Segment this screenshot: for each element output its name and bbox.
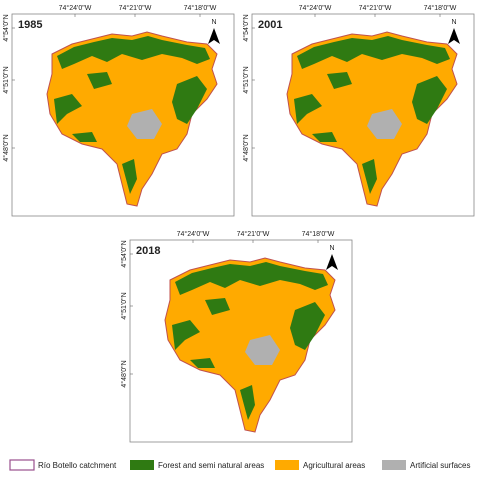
- latitude-label: 4°48'0"N: [242, 134, 250, 161]
- legend-label: Río Botello catchment: [38, 461, 117, 470]
- north-label: N: [329, 245, 334, 252]
- latitude-label: 4°51'0"N: [120, 292, 128, 319]
- panels: 1985 74°24'0"W 74°21'0"W 74°18'0"W 4°54'0"N 4…: [2, 4, 475, 443]
- legend-swatch: [275, 460, 299, 470]
- map-panel: 1985 74°24'0"W 74°21'0"W 74°18'0"W 4°54'0"N 4…: [2, 4, 235, 217]
- longitude-label: 74°18'0"W: [184, 4, 217, 12]
- longitude-label: 74°21'0"W: [237, 230, 270, 238]
- north-label: N: [211, 19, 216, 26]
- latitude-label: 4°48'0"N: [2, 134, 10, 161]
- longitude-label: 74°18'0"W: [424, 4, 457, 12]
- latitude-label: 4°54'0"N: [120, 240, 128, 267]
- north-arrow: [326, 254, 338, 270]
- longitude-label: 74°24'0"W: [59, 4, 92, 12]
- year-label: 2001: [258, 19, 282, 31]
- latitude-label: 4°51'0"N: [2, 66, 10, 93]
- longitude-label: 74°24'0"W: [299, 4, 332, 12]
- legend-label: Forest and semi natural areas: [158, 461, 264, 470]
- map-panel: 2018 74°24'0"W 74°21'0"W 74°18'0"W 4°54'0"N 4…: [120, 230, 353, 443]
- latitude-label: 4°48'0"N: [120, 360, 128, 387]
- latitude-label: 4°51'0"N: [242, 66, 250, 93]
- map-panel: 2001 74°24'0"W 74°21'0"W 74°18'0"W 4°54'0"N 4…: [242, 4, 475, 217]
- legend: Río Botello catchment Forest and semi nat…: [9, 459, 470, 471]
- latitude-label: 4°54'0"N: [2, 14, 10, 41]
- legend-label: Agricultural areas: [303, 461, 365, 470]
- latitude-label: 4°54'0"N: [242, 14, 250, 41]
- legend-label: Artificial surfaces: [410, 461, 470, 470]
- north-arrow: [448, 28, 460, 44]
- north-arrow: [208, 28, 220, 44]
- legend-swatch: [382, 460, 406, 470]
- longitude-label: 74°21'0"W: [119, 4, 152, 12]
- legend-swatch: [9, 459, 35, 471]
- year-label: 1985: [18, 19, 42, 31]
- longitude-label: 74°24'0"W: [177, 230, 210, 238]
- north-label: N: [451, 19, 456, 26]
- year-label: 2018: [136, 245, 160, 257]
- legend-swatch: [130, 460, 154, 470]
- longitude-label: 74°18'0"W: [302, 230, 335, 238]
- longitude-label: 74°21'0"W: [359, 4, 392, 12]
